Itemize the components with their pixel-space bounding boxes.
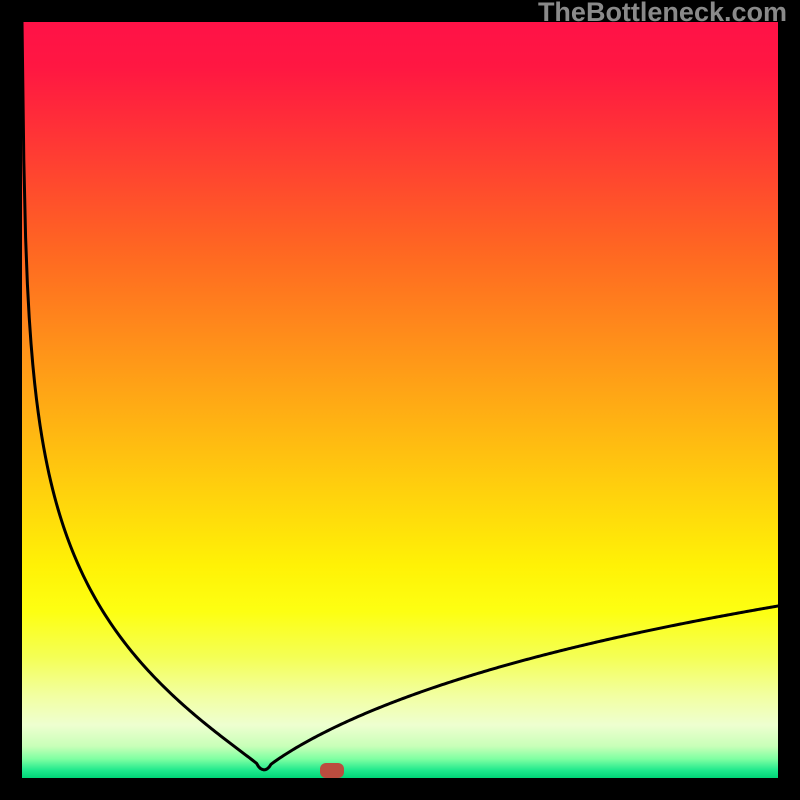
chart-stage: TheBottleneck.com bbox=[0, 0, 800, 800]
minimum-marker bbox=[320, 763, 344, 778]
watermark-text: TheBottleneck.com bbox=[538, 0, 787, 28]
bottleneck-curve bbox=[22, 22, 778, 778]
